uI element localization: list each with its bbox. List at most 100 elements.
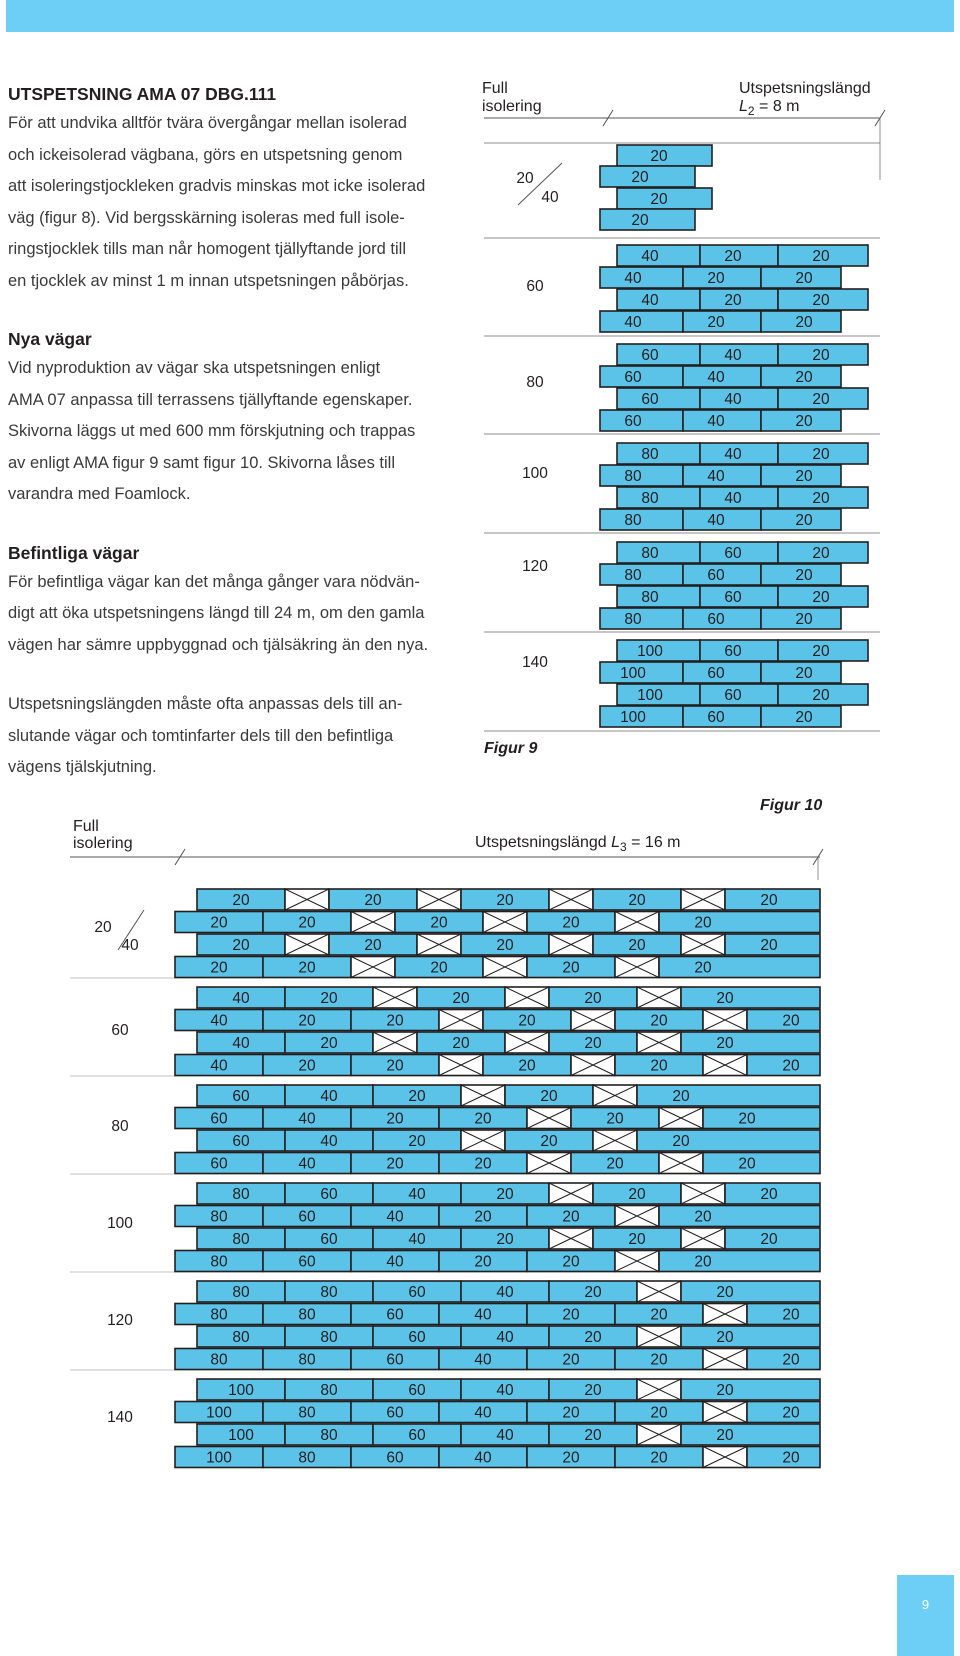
board-value: 20 (694, 1254, 712, 1271)
board-value: 20 (631, 169, 649, 186)
board-value: 20 (386, 1156, 404, 1173)
board-value: 60 (210, 1111, 228, 1128)
cross-line (636, 1423, 682, 1446)
cross-line (548, 1227, 594, 1250)
board-value: 20 (760, 1231, 778, 1248)
text-line: av enligt AMA figur 9 samt figur 10. Ski… (8, 453, 396, 472)
cross-line (658, 1152, 704, 1174)
board-value: 20 (795, 369, 813, 386)
board-value: 20 (430, 915, 448, 932)
board-value: 40 (210, 1058, 228, 1075)
board-value: 20 (672, 1088, 690, 1105)
cross-line (570, 1054, 616, 1076)
cross-line (570, 1009, 616, 1031)
board-value: 20 (812, 292, 830, 309)
board-value: 20 (584, 1427, 602, 1444)
board-value: 80 (298, 1307, 316, 1324)
group-label: 20 (94, 919, 112, 936)
text-line: ringstjocklek tills man når homogent tjä… (8, 240, 407, 258)
fig9-full-label: Full (482, 80, 508, 97)
board-value: 100 (620, 709, 646, 726)
board-value: 20 (628, 937, 646, 954)
board-value: 20 (694, 1209, 712, 1226)
board-value: 20 (518, 1058, 536, 1075)
board-value: 80 (320, 1427, 338, 1444)
board-value: 20 (782, 1013, 800, 1030)
board-value: 60 (210, 1156, 228, 1173)
board-value: 20 (716, 1329, 734, 1346)
board-value: 20 (474, 1209, 492, 1226)
board-value: 80 (624, 567, 642, 584)
text-line: vägens tjälskjutning. (8, 758, 157, 776)
group-label: 140 (107, 1409, 133, 1426)
cross-line (438, 1009, 484, 1031)
board-value: 20 (430, 960, 448, 977)
board-value: 20 (562, 1307, 580, 1324)
board-value: 20 (606, 1111, 624, 1128)
group-label: 60 (526, 278, 544, 295)
text-line: Utspetsningslängden måste ofta anpassas … (8, 695, 403, 713)
board-value: 20 (474, 1156, 492, 1173)
group-label: 120 (107, 1312, 133, 1329)
board-value: 20 (298, 960, 316, 977)
board-value: 20 (795, 314, 813, 331)
text-line: varandra med Foamlock. (8, 485, 191, 503)
dimension-tick (602, 109, 614, 127)
board-value: 20 (562, 1352, 580, 1369)
board-value: 20 (716, 990, 734, 1007)
board-value: 20 (760, 937, 778, 954)
board (746, 1347, 821, 1371)
board-value: 80 (232, 1186, 250, 1203)
board-value: 20 (650, 1058, 668, 1075)
board-value: 20 (716, 1035, 734, 1052)
board-value: 20 (584, 1329, 602, 1346)
board-value: 40 (707, 512, 725, 529)
board-value: 20 (650, 1013, 668, 1030)
board-value: 40 (707, 468, 725, 485)
cross-line (284, 933, 330, 956)
cross-line (702, 1054, 748, 1076)
board (746, 1302, 821, 1326)
board-value: 20 (782, 1405, 800, 1422)
board-value: 40 (474, 1307, 492, 1324)
board-value: 20 (584, 1284, 602, 1301)
board-value: 40 (641, 248, 659, 265)
cross-line (284, 888, 330, 911)
board-value: 20 (452, 990, 470, 1007)
board-value: 20 (738, 1156, 756, 1173)
board-value: 20 (812, 589, 830, 606)
board-value: 20 (795, 512, 813, 529)
text-line: digt att öka utspetsningens längd till 2… (8, 604, 425, 622)
board (777, 541, 869, 564)
board-value: 40 (707, 413, 725, 430)
board-value: 20 (650, 148, 668, 165)
board-value: 80 (641, 490, 659, 507)
board (777, 244, 869, 267)
board-value: 20 (210, 915, 228, 932)
board-value: 60 (707, 567, 725, 584)
cross-line (680, 933, 726, 956)
board-value: 100 (637, 643, 663, 660)
length-paragraph: Utspetsningslängden måste ofta anpassas … (8, 689, 478, 784)
cross-line (526, 1107, 572, 1129)
board-value: 20 (795, 468, 813, 485)
board-value: 20 (320, 990, 338, 1007)
board-value: 80 (210, 1307, 228, 1324)
board-value: 40 (624, 314, 642, 331)
board-value: 80 (232, 1329, 250, 1346)
board-value: 20 (386, 1058, 404, 1075)
board (777, 639, 869, 662)
board-value: 60 (408, 1427, 426, 1444)
board-value: 60 (232, 1133, 250, 1150)
board-value: 20 (584, 1035, 602, 1052)
board-value: 100 (206, 1405, 232, 1422)
board-value: 20 (716, 1284, 734, 1301)
cross-line (592, 1084, 638, 1107)
board-value: 20 (812, 248, 830, 265)
text-line: För att undvika alltför tvära övergångar… (8, 114, 407, 132)
board (724, 1227, 821, 1250)
fig9-length-formula: L2 = 8 m (739, 98, 800, 119)
board-value: 20 (232, 892, 250, 909)
